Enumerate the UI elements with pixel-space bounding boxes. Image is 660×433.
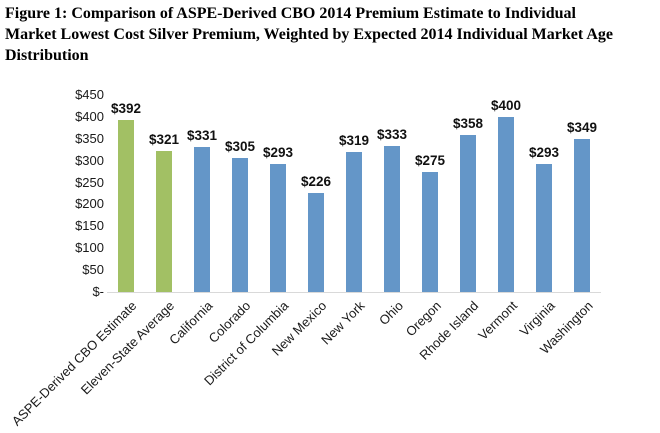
- value-label: $275: [414, 152, 446, 168]
- y-tick-label: $350: [75, 130, 104, 146]
- figure-title: Figure 1: Comparison of ASPE-Derived CBO…: [5, 3, 657, 66]
- value-label: $331: [186, 128, 218, 144]
- y-tick-label: $300: [75, 152, 104, 168]
- y-tick-label: $450: [75, 87, 104, 102]
- figure-title-line-3: Distribution: [5, 47, 89, 64]
- bar-vermont: [498, 116, 514, 292]
- bar-virginia: [536, 163, 552, 292]
- value-label: $226: [300, 174, 332, 190]
- bar-eleven-state-average: [156, 151, 172, 292]
- y-tick-label: $250: [75, 174, 104, 190]
- bar-washington: [574, 139, 590, 292]
- value-label: $333: [376, 127, 408, 143]
- bar-new-york: [346, 152, 362, 292]
- bar-oregon: [422, 171, 438, 292]
- x-category-label: Vermont: [474, 298, 520, 343]
- value-label: $305: [224, 139, 256, 155]
- value-label: $392: [110, 101, 142, 117]
- figure-title-line-1: Figure 1: Comparison of ASPE-Derived CBO…: [5, 5, 576, 22]
- x-axis-line: [107, 292, 601, 293]
- value-label: $349: [566, 120, 598, 136]
- value-label: $400: [490, 97, 522, 113]
- figure-title-line-2: Market Lowest Cost Silver Premium, Weigh…: [5, 26, 613, 43]
- value-label: $358: [452, 116, 484, 132]
- y-tick-label: $200: [75, 196, 104, 212]
- bar-aspe-derived-cbo-estimate: [118, 120, 134, 292]
- y-tick-label: $-: [92, 284, 104, 299]
- y-tick-label: $50: [82, 262, 104, 278]
- bar-california: [194, 147, 210, 292]
- x-category-label: Ohio: [375, 298, 406, 329]
- bar-ohio: [384, 146, 400, 292]
- bar-new-mexico: [308, 193, 324, 292]
- value-label: $293: [262, 144, 294, 160]
- bar-district-of-columbia: [270, 163, 286, 292]
- value-label: $321: [148, 132, 180, 148]
- value-label: $293: [528, 144, 560, 160]
- y-tick-label: $100: [75, 240, 104, 256]
- bar-colorado: [232, 158, 248, 292]
- bar-rhode-island: [460, 135, 476, 292]
- y-tick-label: $150: [75, 218, 104, 234]
- y-tick-label: $400: [75, 108, 104, 124]
- value-label: $319: [338, 133, 370, 149]
